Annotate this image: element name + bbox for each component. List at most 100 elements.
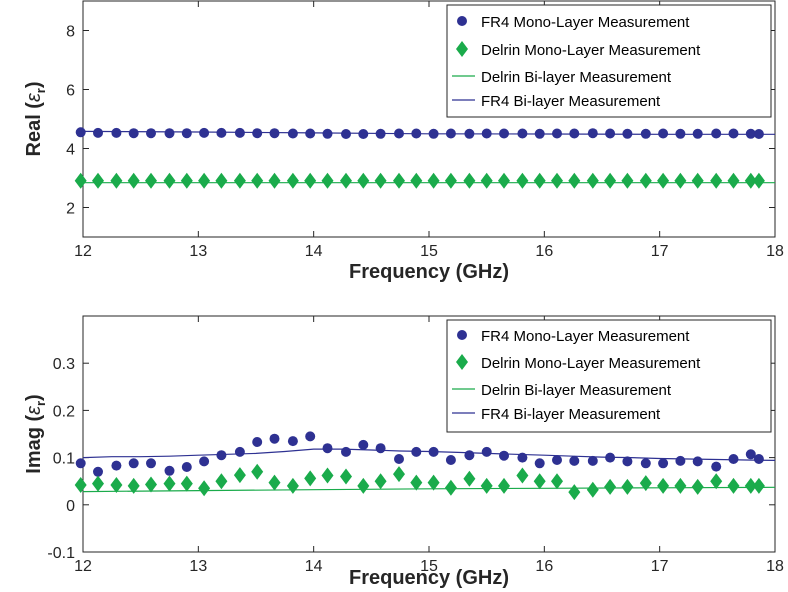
- fr4-mono-layer-measurement-point: [216, 127, 227, 138]
- imag-y-ticks: -0.1 0 0.1 0.2 0.3: [47, 356, 775, 562]
- fr4-mono-layer-measurement-point: [252, 437, 263, 447]
- delrin-mono-layer-measurement-point: [752, 172, 765, 189]
- y-tick-label: 0.1: [53, 451, 75, 468]
- x-tick-label: 12: [74, 558, 92, 575]
- fr4-mono-layer-measurement-point: [587, 455, 598, 466]
- delrin-mono-layer-measurement-point: [639, 475, 652, 492]
- delrin-mono-layer-measurement-point: [604, 172, 617, 189]
- imag-permittivity-plot: 12 13 14 15 16 17 18 -0.1 0 0.1 0.2 0.3 Frequency …: [23, 315, 784, 589]
- legend-delrin-mono-marker: [456, 354, 468, 370]
- delrin-mono-layer-measurement-point: [340, 468, 352, 485]
- fr4-mono-layer-measurement-point: [375, 128, 386, 139]
- fr4-mono-layer-measurement-point: [745, 449, 756, 460]
- delrin-mono-layer-measurement-point: [233, 172, 246, 189]
- fr4-mono-layer-measurement-point: [199, 127, 210, 138]
- delrin-mono-layer-measurement-point: [444, 479, 457, 496]
- real-permittivity-plot: 12 13 14 15 16 17 18 2 4 6 8 Frequency (GHz) Real…: [23, 0, 784, 283]
- fr4-mono-layer-measurement-point: [587, 128, 598, 139]
- x-tick-label: 18: [766, 558, 784, 575]
- delrin-mono-layer-measurement-point: [127, 477, 140, 494]
- delrin-mono-layer-measurement-point: [752, 477, 765, 494]
- fr4-mono-layer-measurement-point: [728, 454, 739, 464]
- fr4-mono-layer-measurement-point: [305, 431, 316, 442]
- delrin-mono-layer-measurement-point: [551, 473, 563, 490]
- delrin-mono-layer-measurement-point: [92, 172, 104, 189]
- delrin-mono-layer-measurement-point: [163, 475, 176, 492]
- fr4-mono-layer-measurement-point: [75, 127, 86, 138]
- fr4-mono-layer-measurement-point: [269, 433, 280, 444]
- fr4-mono-layer-measurement-point: [322, 443, 333, 454]
- real-legend: FR4 Mono-Layer Measurement Delrin Mono-L…: [446, 4, 772, 118]
- delrin-mono-layer-measurement-point: [321, 172, 334, 189]
- fr4-mono-layer-measurement-point: [93, 127, 103, 138]
- delrin-mono-layer-measurement-point: [215, 473, 228, 490]
- legend-delrin-bilayer-label: Delrin Bi-layer Measurement: [481, 69, 672, 86]
- fr4-mono-layer-measurement-point: [753, 129, 764, 139]
- fr4-mono-layer-measurement-point: [605, 128, 616, 139]
- fr4-mono-layer-measurement-point: [358, 129, 369, 139]
- delrin-mono-layer-measurement-point: [374, 172, 387, 189]
- legend-delrin-mono-marker: [456, 41, 468, 57]
- fr4-mono-layer-measurement-point: [534, 128, 545, 139]
- fr4-mono-layer-measurement-point: [181, 128, 192, 139]
- delrin-mono-layer-measurement-point: [198, 480, 211, 497]
- fr4-mono-layer-measurement-point: [481, 446, 492, 457]
- fr4-mono-layer-measurement-point: [692, 128, 703, 139]
- fr4-mono-layer-measurement-point: [75, 458, 86, 469]
- fr4-mono-layer-measurement-point: [517, 128, 528, 139]
- delrin-mono-layer-measurement-point: [74, 477, 87, 493]
- delrin-mono-layer-measurement-point: [533, 172, 546, 189]
- fr4-mono-layer-measurement-point: [605, 452, 616, 463]
- fr4-mono-layer-measurement-point: [622, 128, 633, 139]
- x-tick-label: 13: [189, 243, 207, 260]
- delrin-mono-layer-measurement-point: [727, 477, 740, 494]
- fr4-mono-layer-measurement-point: [658, 128, 669, 139]
- fr4-mono-layer-measurement-point: [394, 454, 404, 464]
- delrin-mono-layer-measurement-point: [110, 477, 123, 493]
- delrin-mono-layer-measurement-point: [321, 467, 334, 484]
- fr4-mono-layer-measurement-point: [234, 446, 245, 457]
- fr4-mono-layer-measurement-point: [252, 128, 263, 139]
- delrin-mono-layer-measurement-point: [586, 172, 599, 189]
- delrin-mono-layer-measurement-point: [568, 484, 581, 501]
- fr4-mono-layer-measurement-point: [675, 455, 686, 466]
- fr4-mono-layer-measurement-point: [658, 458, 669, 469]
- fr4-mono-layer-measurement-point: [517, 452, 528, 463]
- imag-legend: FR4 Mono-Layer Measurement Delrin Mono-L…: [446, 319, 772, 433]
- delrin-mono-layer-measurement-point: [463, 172, 476, 189]
- fr4-mono-layer-measurement-point: [164, 465, 175, 476]
- fr4-mono-layer-measurement-point: [499, 128, 509, 139]
- fr4-mono-layer-measurement-point: [745, 128, 756, 139]
- delrin-mono-layer-measurement-point: [727, 172, 740, 189]
- delrin-mono-layer-measurement-point: [410, 172, 423, 189]
- x-tick-label: 18: [766, 243, 784, 260]
- delrin-mono-layer-measurement-point: [286, 477, 299, 494]
- fr4-mono-layer-measurement-point: [753, 454, 764, 464]
- fr4-mono-layer-measurement-point: [375, 443, 386, 454]
- delrin-mono-layer-measurement-point: [180, 172, 193, 189]
- delrin-mono-layer-measurement-point: [674, 477, 687, 494]
- delrin-mono-layer-measurement-point: [463, 470, 476, 487]
- delrin-mono-layer-measurement-point: [657, 172, 670, 189]
- delrin-mono-layer-measurement-point: [215, 172, 228, 189]
- real-data-marks: [74, 127, 775, 189]
- fr4-mono-layer-measurement-point: [711, 461, 722, 472]
- delrin-mono-layer-measurement-point: [340, 172, 352, 189]
- fr4-mono-layer-measurement-point: [216, 450, 227, 461]
- legend-fr4-mono-label: FR4 Mono-Layer Measurement: [481, 14, 690, 31]
- real-legend-box: [446, 4, 772, 118]
- y-tick-label: 4: [66, 142, 75, 159]
- x-tick-label: 17: [651, 243, 669, 260]
- fr4-mono-layer-measurement-point: [711, 128, 722, 139]
- fr4-mono-layer-measurement-point: [445, 128, 456, 139]
- legend-fr4-mono-marker: [457, 330, 467, 340]
- fr4-mono-layer-measurement-point: [322, 128, 333, 139]
- fr4-mono-layer-measurement-point: [640, 458, 651, 469]
- delrin-mono-layer-measurement-point: [516, 172, 529, 189]
- x-tick-label: 16: [535, 243, 553, 260]
- fr4-mono-layer-measurement-point: [181, 462, 192, 472]
- fr4-mono-layer-measurement-point: [569, 128, 580, 139]
- delrin-mono-layer-measurement-point: [92, 475, 104, 492]
- delrin-mono-layer-measurement-point: [551, 172, 563, 189]
